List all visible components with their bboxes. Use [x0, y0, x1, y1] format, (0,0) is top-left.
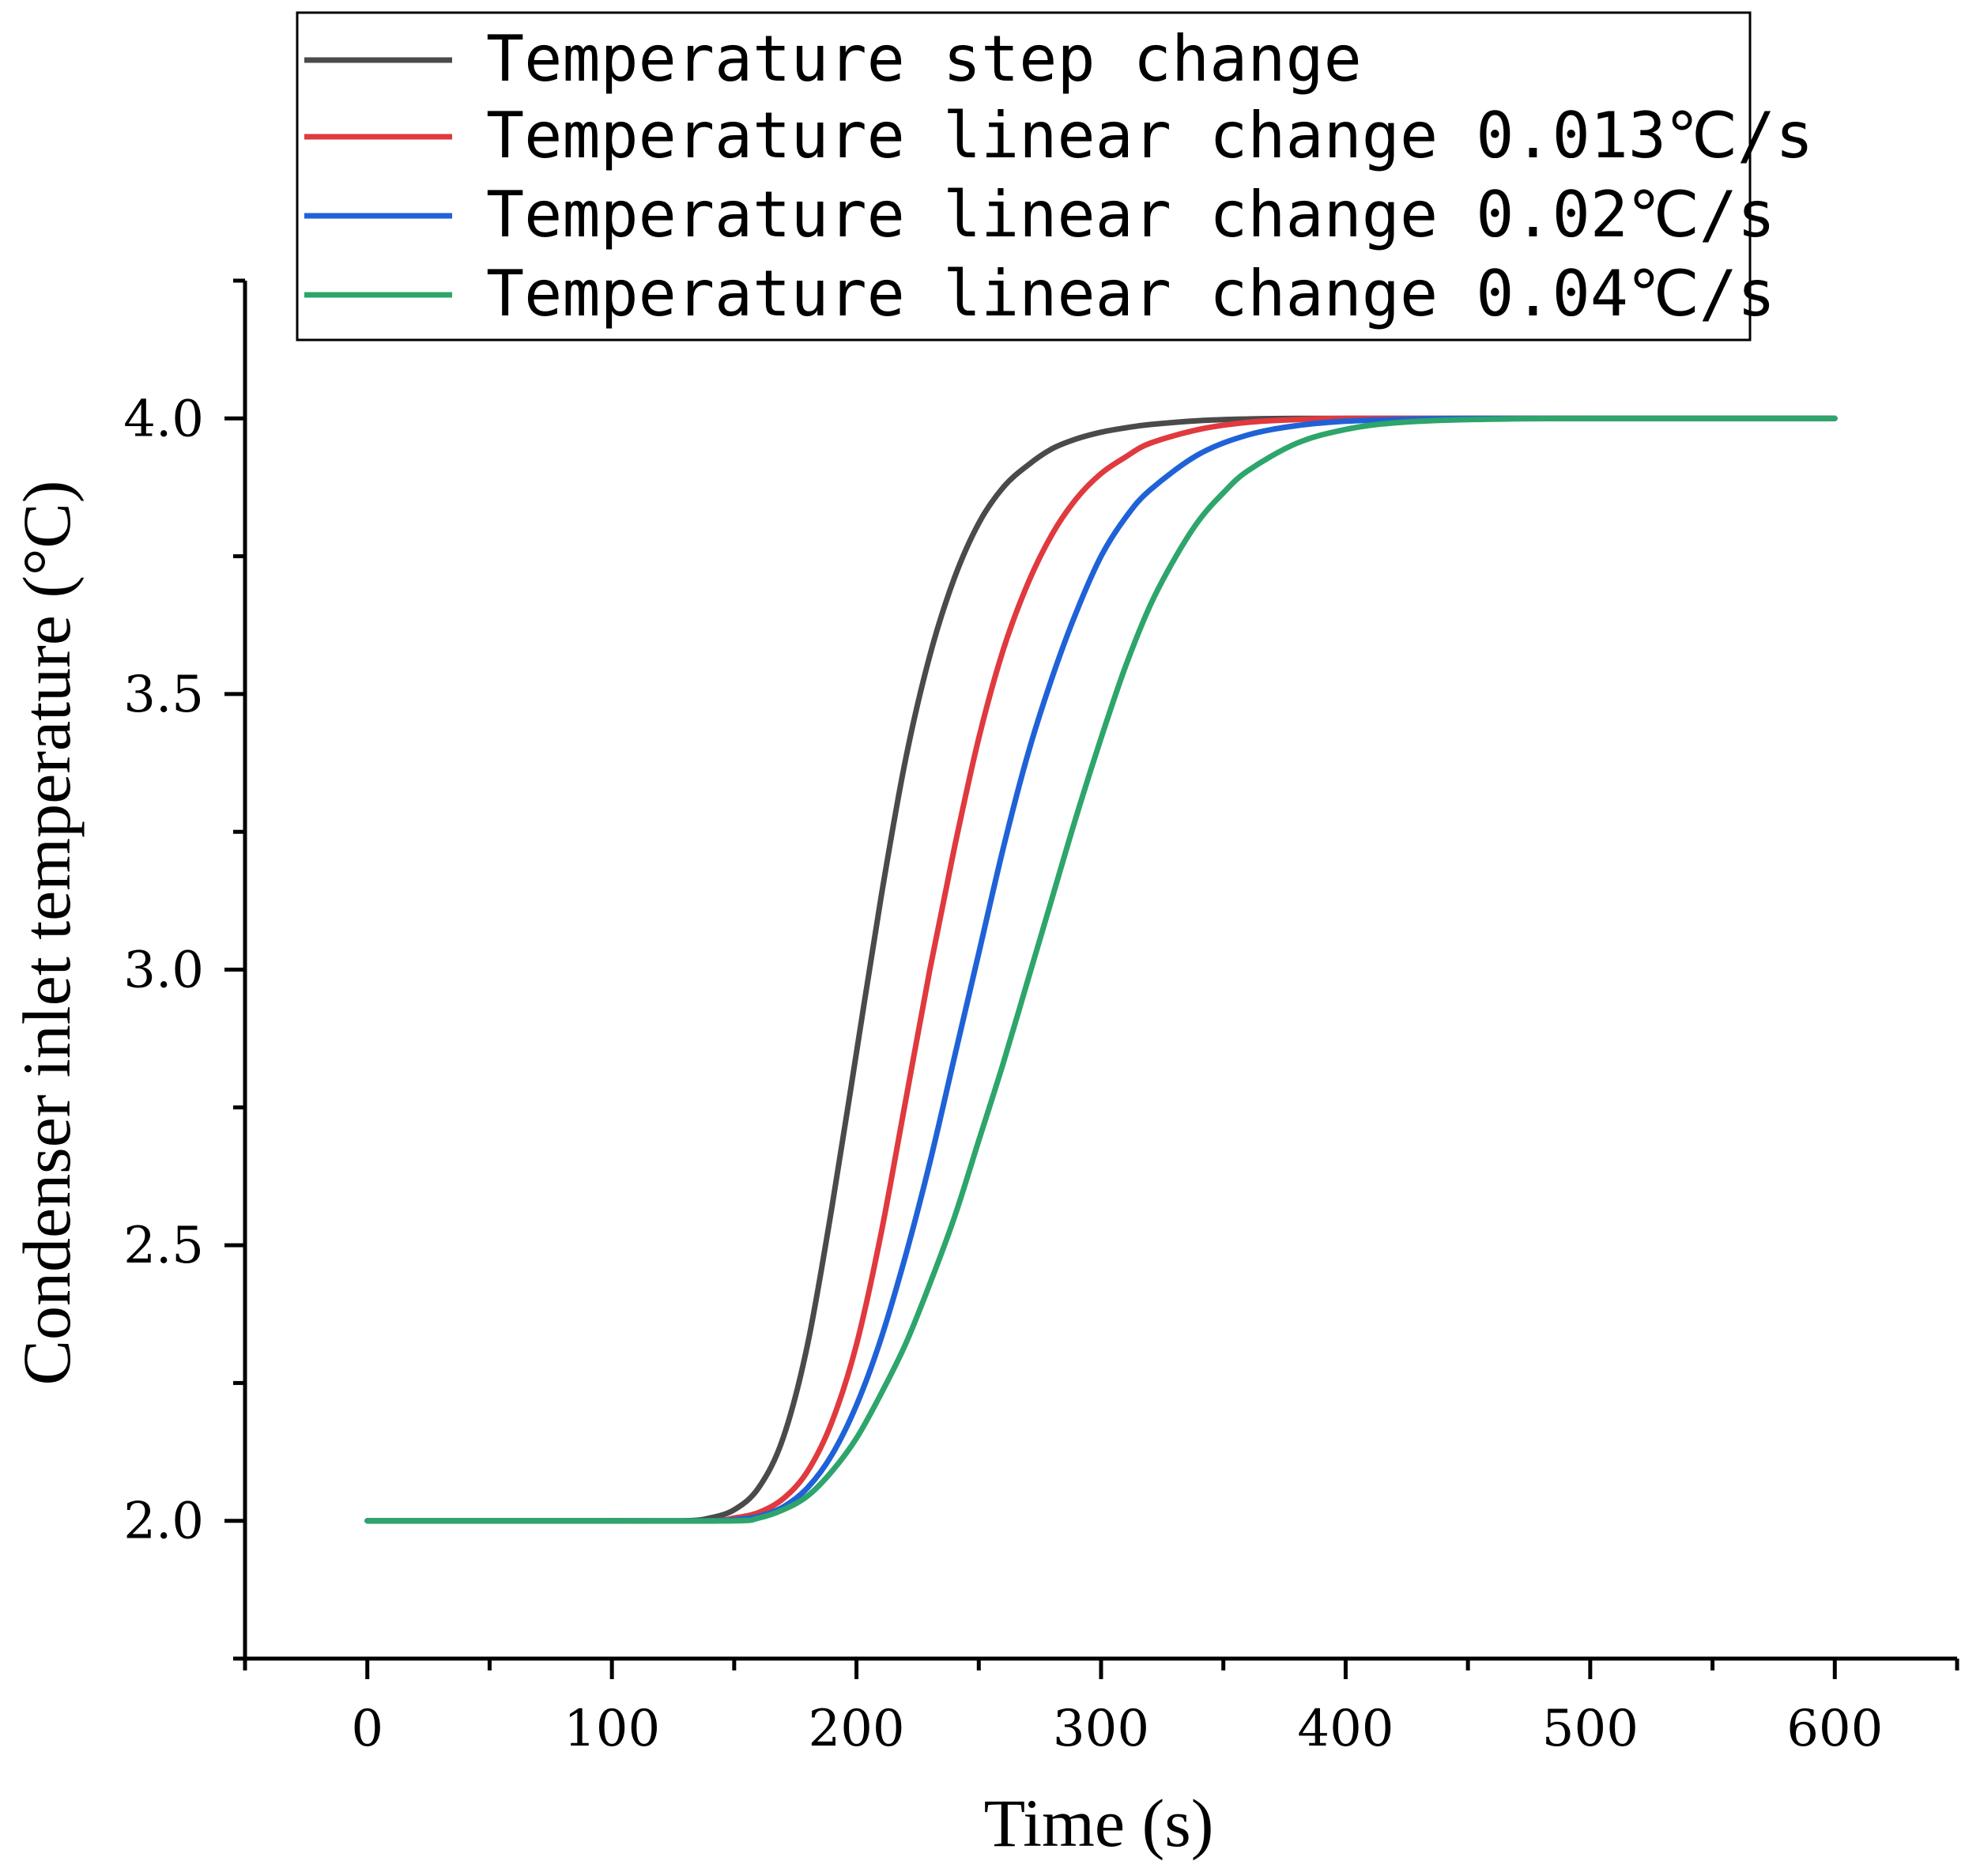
x-tick-label-2: 200 — [808, 1700, 904, 1758]
legend-label-3: Temperature linear change 0.04℃/s — [486, 257, 1775, 330]
y-tick-label-3: 3.5 — [123, 666, 204, 724]
x-tick-label-5: 500 — [1542, 1700, 1639, 1758]
y-tick-label-0: 2.0 — [123, 1493, 204, 1551]
y-tick-label-4: 4.0 — [123, 390, 204, 448]
series-line-3 — [364, 415, 1838, 1524]
axes: 2.0 2.5 3.0 3.5 4.0 0 100 200 300 400 500 600 — [123, 278, 1959, 1758]
x-tick-label-0: 0 — [351, 1700, 383, 1758]
legend-label-0: Temperature step change — [486, 22, 1362, 96]
x-axis-title: Time (s) — [984, 1785, 1214, 1861]
series-lines — [364, 415, 1838, 1524]
y-axis-title: Condenser inlet temperature (°C) — [9, 481, 85, 1386]
y-tick-label-1: 2.5 — [123, 1217, 204, 1275]
legend-label-1: Temperature linear change 0.013℃/s — [486, 99, 1813, 172]
x-tick-label-3: 300 — [1053, 1700, 1149, 1758]
series-line-1 — [364, 415, 1838, 1524]
x-axis-tick-labels: 0 100 200 300 400 500 600 — [351, 1700, 1883, 1758]
x-tick-label-6: 600 — [1786, 1700, 1883, 1758]
x-tick-label-4: 400 — [1297, 1700, 1394, 1758]
y-axis-tick-labels: 2.0 2.5 3.0 3.5 4.0 — [123, 390, 204, 1550]
legend-box — [296, 11, 1752, 342]
x-tick-label-1: 100 — [564, 1700, 660, 1758]
y-tick-label-2: 3.0 — [123, 942, 204, 1000]
y-axis-ticks — [224, 278, 245, 1661]
legend-label-2: Temperature linear change 0.02℃/s — [486, 178, 1775, 251]
x-axis-ticks — [243, 1659, 1959, 1679]
